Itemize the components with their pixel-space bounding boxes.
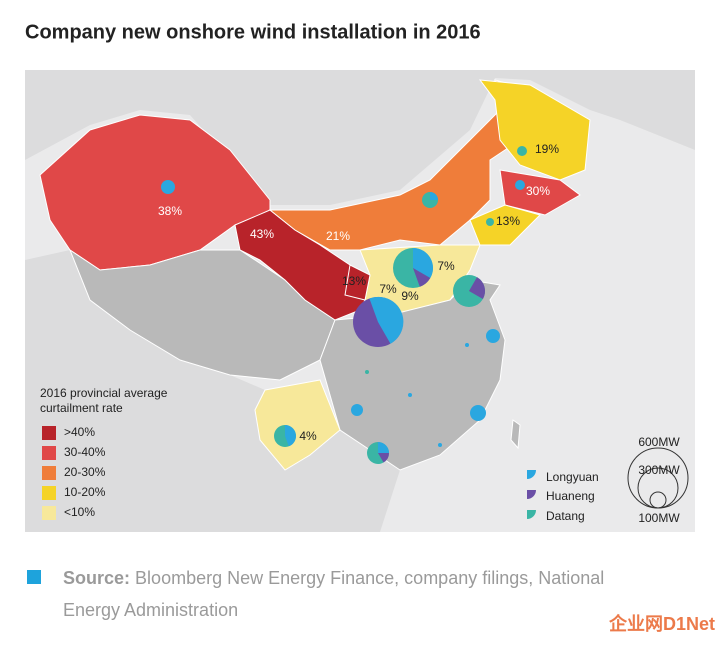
province-label: 4% [299,429,317,443]
province-label: 13% [342,274,366,288]
legend-title: 2016 provincial average [40,386,168,400]
pie [486,329,500,343]
source: Source: Bloomberg New Energy Finance, co… [63,568,604,588]
legend-swatch [42,426,56,440]
province-label: 13% [496,214,520,228]
pie-slice [413,268,431,287]
pie-slice [369,296,404,344]
pie [465,343,469,347]
pie [470,405,486,421]
province-label: 30% [526,184,550,198]
legend-label: 30-40% [64,445,106,459]
legend-label: 10-20% [64,485,106,499]
province [344,264,371,301]
source-text: Bloomberg New Energy Finance, company fi… [135,568,604,588]
province-label: 43% [250,227,274,241]
province [254,379,341,471]
pie [517,146,527,156]
province [469,204,541,246]
pie [486,218,494,226]
source-text: Energy Administration [63,600,238,620]
legend-icon [527,470,536,479]
pie-slice [413,248,433,278]
neighbor-land [25,70,695,205]
legend-label: >40% [64,425,95,439]
pies [161,146,527,464]
pie [515,180,525,190]
pie [365,370,369,374]
province-label: 7% [437,259,455,273]
province-labels: 38% 43% 21% 19% 30% 13% 13% 7% 7% 9% 4% [158,142,559,443]
legend-swatch [42,486,56,500]
province-label: 9% [401,289,419,303]
province-label: 21% [326,229,350,243]
province-label: 38% [158,204,182,218]
size-label: 100MW [638,511,680,525]
legend-label: Huaneng [546,489,595,503]
legend-label: 20-30% [64,465,106,479]
pie [438,443,442,447]
legend-label: <10% [64,505,95,519]
legend-label: Datang [546,509,585,523]
pie-slice [378,442,389,453]
legend-icon [527,510,536,519]
source-label: Source: [63,568,130,588]
province-label: 19% [535,142,559,156]
size-label: 300MW [638,463,680,477]
legend-swatch [42,446,56,460]
province [268,79,531,251]
pie-slice [378,453,389,463]
province [510,419,521,450]
legend-icon [527,490,536,499]
pie [351,404,363,416]
pie-slice [285,425,296,447]
legend-swatch [42,466,56,480]
pie-slice [430,192,438,200]
size-circle [649,491,667,509]
legend-label: Longyuan [546,470,599,484]
pie-slice [469,277,486,299]
neighbor-land [25,250,400,532]
source-marker [27,570,41,584]
legend-title: curtailment rate [40,401,123,415]
province-label: 7% [379,282,397,296]
size-legend: 600MW 300MW 100MW [627,435,689,525]
company-legend: Longyuan Huaneng Datang [527,470,599,523]
pie [408,393,412,397]
legend-swatch [42,506,56,520]
title: Company new onshore wind installation in… [25,21,481,43]
watermark: 企业网D1Net [608,613,715,634]
pie [161,180,175,194]
legend: 2016 provincial average curtailment rate… [40,386,168,520]
size-label: 600MW [638,435,680,449]
